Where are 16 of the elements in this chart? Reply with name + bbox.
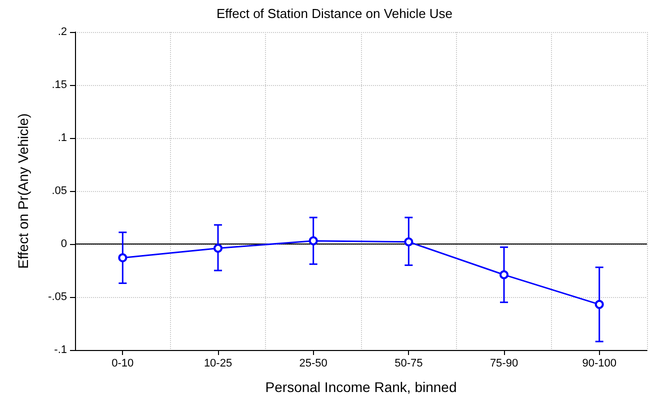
x-tick-label: 10-25 — [204, 358, 232, 370]
y-axis-title: Effect on Pr(Any Vehicle) — [15, 113, 31, 269]
x-tick-label: 0-10 — [112, 358, 134, 370]
chart-title: Effect of Station Distance on Vehicle Use — [216, 6, 453, 21]
y-tick-label: -.05 — [48, 291, 67, 303]
x-tick-label: 50-75 — [394, 358, 423, 370]
x-tick-label: 75-90 — [490, 358, 518, 370]
y-tick-label: .05 — [52, 185, 67, 197]
y-tick-label: .15 — [52, 79, 67, 91]
x-tick-label: 25-50 — [299, 358, 328, 370]
x-tick-label: 90-100 — [582, 358, 616, 370]
x-axis-title: Personal Income Rank, binned — [265, 379, 457, 395]
y-tick-label: -.1 — [54, 344, 67, 356]
y-tick-label: .2 — [58, 26, 67, 38]
y-tick-label: .1 — [58, 132, 67, 144]
y-tick-label: 0 — [60, 238, 67, 250]
